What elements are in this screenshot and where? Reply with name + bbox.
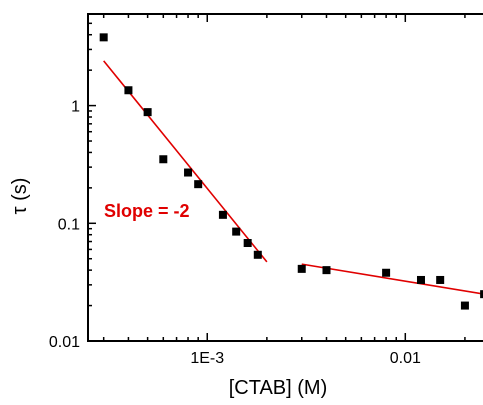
data-point <box>243 239 252 248</box>
y-tick-label: 1 <box>71 99 80 116</box>
fit-lines <box>103 60 483 295</box>
data-point <box>253 250 262 259</box>
y-tick-label: 0.1 <box>58 216 80 233</box>
data-point <box>99 33 108 42</box>
data-point <box>297 264 306 273</box>
data-point <box>124 86 133 95</box>
x-tick-label: 1E-3 <box>190 350 224 367</box>
x-axis-label: [CTAB] (M) <box>229 377 328 399</box>
data-point <box>232 227 241 236</box>
data-point <box>416 275 425 284</box>
slope-annotation: Slope = -2 <box>104 201 190 221</box>
y-axis-ticks: 0.01 0.1 1 <box>49 13 96 351</box>
data-point <box>322 266 331 275</box>
data-points <box>99 33 483 310</box>
data-point <box>143 108 152 117</box>
data-point <box>436 275 445 284</box>
data-point <box>218 210 227 219</box>
data-point <box>460 301 469 310</box>
data-point <box>159 155 168 164</box>
y-axis-label: τ (s) <box>9 178 31 215</box>
plot-frame <box>87 13 483 342</box>
x-axis-ticks: 1E-3 0.01 <box>102 14 466 367</box>
fit-line <box>301 263 483 295</box>
data-point <box>480 290 483 299</box>
data-point <box>184 168 193 177</box>
data-point <box>194 180 203 189</box>
data-point <box>382 268 391 277</box>
x-tick-label: 0.01 <box>390 350 421 367</box>
y-tick-label: 0.01 <box>49 334 80 351</box>
